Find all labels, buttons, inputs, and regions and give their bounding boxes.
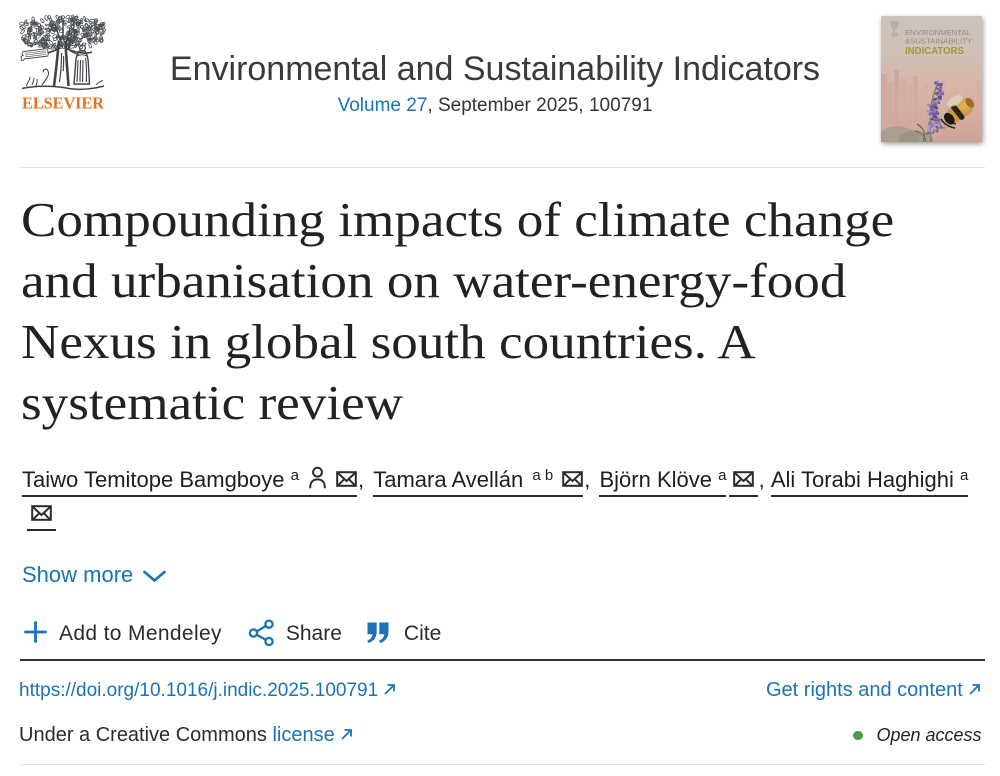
svg-text:ENVIRONMENTAL: ENVIRONMENTAL [905,28,971,37]
svg-text:ELSEVIER: ELSEVIER [22,94,105,111]
svg-text:INDICATORS: INDICATORS [905,45,964,57]
svg-text:&SUSTAINABILITY: &SUSTAINABILITY [905,37,972,46]
